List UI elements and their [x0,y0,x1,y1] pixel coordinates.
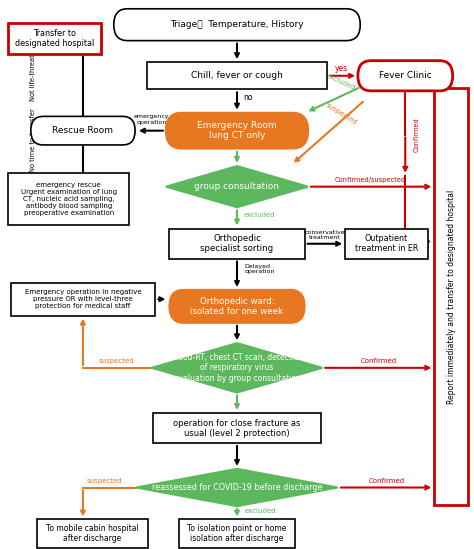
FancyBboxPatch shape [10,283,155,316]
FancyBboxPatch shape [114,9,360,41]
Text: Rescue Room: Rescue Room [53,126,113,135]
Text: suspected: suspected [325,102,358,126]
Text: no: no [243,93,253,102]
Text: Orthopedic
specialist sorting: Orthopedic specialist sorting [201,234,273,254]
Text: Confirmed: Confirmed [360,358,396,365]
Text: To isolation point or home
isolation after discharge: To isolation point or home isolation aft… [187,524,287,544]
Text: emergency rescue
Urgent examination of lung
CT, nucleic acid sampling,
antibody : emergency rescue Urgent examination of l… [21,182,117,216]
FancyBboxPatch shape [166,113,308,148]
Text: To mobile cabin hospital
after discharge: To mobile cabin hospital after discharge [46,524,139,544]
FancyBboxPatch shape [153,413,321,444]
Text: Fever Clinic: Fever Clinic [379,71,432,80]
FancyBboxPatch shape [434,88,468,505]
Text: group consultation: group consultation [194,182,280,191]
Polygon shape [152,343,322,393]
Text: emergency
operation: emergency operation [134,114,169,125]
FancyBboxPatch shape [179,519,295,548]
FancyBboxPatch shape [170,290,304,323]
Text: Emergency operation in negative
pressure OR with level-three
protection for medi: Emergency operation in negative pressure… [25,289,141,309]
Text: Triage：  Temperature, History: Triage： Temperature, History [170,20,304,29]
FancyBboxPatch shape [147,62,327,89]
FancyBboxPatch shape [345,228,428,259]
Text: Transfer to
designated hospital: Transfer to designated hospital [15,29,94,48]
Text: Outpatient
treatment in ER: Outpatient treatment in ER [355,234,418,254]
Text: Not life-threatening: Not life-threatening [30,36,36,102]
Text: Blood-RT, chest CT scan, detection
of respiratory virus
evaluation by group cons: Blood-RT, chest CT scan, detection of re… [171,353,303,383]
Text: yes: yes [335,64,348,74]
Text: excluded: excluded [245,508,276,514]
Text: excluded: excluded [325,73,356,92]
Text: excluded: excluded [244,212,275,218]
Text: operation for close fracture as
usual (level 2 protection): operation for close fracture as usual (l… [173,418,301,438]
FancyBboxPatch shape [8,172,129,225]
Text: suspected: suspected [98,358,134,365]
Text: Orthopedic ward:
isolated for one week: Orthopedic ward: isolated for one week [191,296,283,316]
Text: suspected: suspected [86,478,122,484]
Text: Confirmed/suspected: Confirmed/suspected [334,177,405,183]
Polygon shape [166,166,308,207]
Text: Confirmed: Confirmed [368,478,404,484]
Text: reassessed for COVID-19 before discharge: reassessed for COVID-19 before discharge [152,483,322,492]
FancyBboxPatch shape [170,228,304,259]
Text: Chill, fever or cough: Chill, fever or cough [191,71,283,80]
Text: conservative
treatment: conservative treatment [304,229,345,240]
Polygon shape [136,469,337,506]
Text: Confirmed: Confirmed [414,117,420,152]
FancyBboxPatch shape [31,116,135,145]
Text: No time to transfer: No time to transfer [30,108,36,172]
FancyBboxPatch shape [8,23,100,53]
FancyBboxPatch shape [358,60,453,91]
Text: Emergency Room
lung CT only: Emergency Room lung CT only [197,121,277,141]
Text: Report immediately and transfer to designated hospital: Report immediately and transfer to desig… [447,189,456,404]
FancyBboxPatch shape [37,519,148,548]
Text: Delayed
operation: Delayed operation [245,264,275,274]
